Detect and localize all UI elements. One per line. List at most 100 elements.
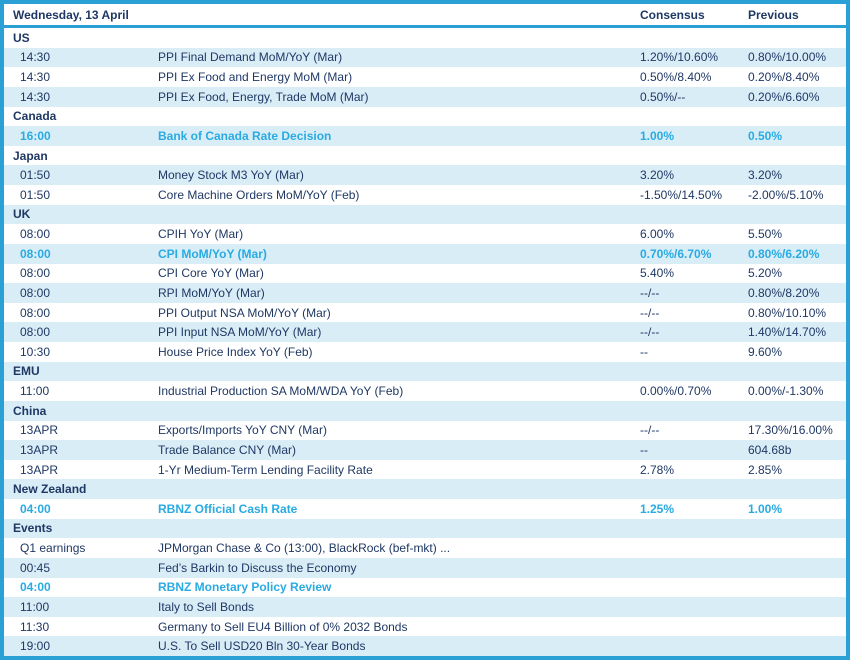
- table-row: 14:30 PPI Ex Food and Energy MoM (Mar) 0…: [4, 67, 846, 87]
- consensus-value: --/--: [640, 285, 660, 300]
- event-time: 14:30: [20, 89, 51, 104]
- event-time: 11:00: [20, 384, 50, 399]
- event-time: 13APR: [20, 442, 59, 457]
- section-header-row: UK: [4, 204, 846, 225]
- event-time: 08:00: [20, 246, 51, 261]
- event-name: RBNZ Official Cash Rate: [158, 501, 298, 516]
- table-row: 04:00 RBNZ Monetary Policy Review: [4, 577, 846, 598]
- section-header-row: China: [4, 400, 846, 421]
- previous-value: 2.85%: [748, 462, 783, 477]
- event-time: Q1 earnings: [20, 541, 86, 556]
- previous-value: 0.80%/8.20%: [748, 285, 820, 300]
- previous-value: 0.00%/-1.30%: [748, 384, 824, 399]
- section-header-row: Events: [4, 518, 846, 539]
- table-row: 14:30 PPI Final Demand MoM/YoY (Mar) 1.2…: [4, 47, 846, 68]
- consensus-value: --/--: [640, 305, 660, 320]
- consensus-value: 1.25%: [640, 501, 675, 516]
- event-name: PPI Ex Food, Energy, Trade MoM (Mar): [158, 89, 369, 104]
- previous-value: 3.20%: [748, 168, 783, 183]
- previous-value: 5.50%: [748, 227, 783, 242]
- event-time: 08:00: [20, 305, 51, 320]
- table-row: 00:45 Fed’s Barkin to Discuss the Econom…: [4, 557, 846, 578]
- section-label: New Zealand: [13, 482, 87, 497]
- event-name: Industrial Production SA MoM/WDA YoY (Fe…: [158, 384, 404, 399]
- consensus-value: 1.20%/10.60%: [640, 50, 719, 65]
- event-time: 14:30: [20, 70, 51, 85]
- consensus-value: 6.00%: [640, 227, 675, 242]
- consensus-value: --/--: [640, 423, 660, 438]
- consensus-value: -1.50%/14.50%: [640, 187, 723, 202]
- event-name: PPI Ex Food and Energy MoM (Mar): [158, 70, 353, 85]
- section-label: Events: [13, 521, 53, 536]
- event-name: Money Stock M3 YoY (Mar): [158, 168, 304, 183]
- event-time: 10:30: [20, 344, 51, 359]
- table-row: 11:00 Industrial Production SA MoM/WDA Y…: [4, 381, 846, 401]
- table-row: 04:00 RBNZ Official Cash Rate 1.25% 1.00…: [4, 499, 846, 519]
- section-label: Japan: [13, 148, 48, 163]
- previous-value: 9.60%: [748, 344, 783, 359]
- header-separator-line: [4, 25, 846, 28]
- event-name: CPI MoM/YoY (Mar): [158, 246, 267, 261]
- previous-value: 0.80%/10.00%: [748, 50, 827, 65]
- event-time: 08:00: [20, 227, 51, 242]
- consensus-value: 0.50%/8.40%: [640, 70, 712, 85]
- table-header-row: Wednesday, 13 April Consensus Previous: [4, 4, 846, 25]
- previous-value: 0.20%/8.40%: [748, 70, 820, 85]
- event-name: JPMorgan Chase & Co (13:00), BlackRock (…: [158, 541, 451, 556]
- section-label: China: [13, 403, 47, 418]
- consensus-value: 0.00%/0.70%: [640, 384, 712, 399]
- table-row: 01:50 Money Stock M3 YoY (Mar) 3.20% 3.2…: [4, 165, 846, 185]
- event-name: Exports/Imports YoY CNY (Mar): [158, 423, 327, 438]
- section-label: UK: [13, 207, 31, 222]
- consensus-column-header: Consensus: [640, 7, 705, 22]
- previous-value: 1.40%/14.70%: [748, 325, 827, 340]
- consensus-value: 3.20%: [640, 168, 675, 183]
- previous-value: 5.20%: [748, 266, 783, 281]
- event-name: CPIH YoY (Mar): [158, 227, 244, 242]
- previous-value: 17.30%/16.00%: [748, 423, 833, 438]
- previous-value: 0.20%/6.60%: [748, 89, 820, 104]
- previous-value: 0.80%/10.10%: [748, 305, 827, 320]
- consensus-value: 1.00%: [640, 128, 675, 143]
- event-name: Core Machine Orders MoM/YoY (Feb): [158, 187, 360, 202]
- event-time: 00:45: [20, 560, 51, 575]
- event-time: 01:50: [20, 187, 51, 202]
- event-name: Trade Balance CNY (Mar): [158, 442, 297, 457]
- table-row: 10:30 House Price Index YoY (Feb) -- 9.6…: [4, 342, 846, 362]
- previous-value: 0.50%: [748, 128, 783, 143]
- table-row: 08:00 RPI MoM/YoY (Mar) --/-- 0.80%/8.20…: [4, 283, 846, 303]
- table-row: 14:30 PPI Ex Food, Energy, Trade MoM (Ma…: [4, 86, 846, 107]
- table-body: US 14:30 PPI Final Demand MoM/YoY (Mar) …: [4, 28, 846, 656]
- table-row: 08:00 PPI Input NSA MoM/YoY (Mar) --/-- …: [4, 322, 846, 342]
- event-time: 19:00: [20, 639, 51, 654]
- event-name: 1-Yr Medium-Term Lending Facility Rate: [158, 462, 373, 477]
- section-header-row: EMU: [4, 361, 846, 382]
- table-row: 08:00 PPI Output NSA MoM/YoY (Mar) --/--…: [4, 302, 846, 323]
- table-row: 11:00 Italy to Sell Bonds: [4, 597, 846, 617]
- event-time: 08:00: [20, 285, 51, 300]
- event-name: RPI MoM/YoY (Mar): [158, 285, 265, 300]
- event-name: House Price Index YoY (Feb): [158, 344, 313, 359]
- event-time: 08:00: [20, 266, 51, 281]
- event-time: 11:00: [20, 599, 50, 614]
- consensus-value: --: [640, 442, 648, 457]
- table-row: 01:50 Core Machine Orders MoM/YoY (Feb) …: [4, 185, 846, 205]
- table-row: 08:00 CPI Core YoY (Mar) 5.40% 5.20%: [4, 263, 846, 284]
- event-name: RBNZ Monetary Policy Review: [158, 580, 332, 595]
- table-row: 13APR 1-Yr Medium-Term Lending Facility …: [4, 459, 846, 480]
- previous-column-header: Previous: [748, 7, 799, 22]
- event-time: 04:00: [20, 580, 51, 595]
- previous-value: -2.00%/5.10%: [748, 187, 824, 202]
- event-time: 13APR: [20, 462, 59, 477]
- consensus-value: --: [640, 344, 648, 359]
- table-row: 16:00 Bank of Canada Rate Decision 1.00%…: [4, 126, 846, 146]
- table-row: 19:00 U.S. To Sell USD20 Bln 30-Year Bon…: [4, 636, 846, 656]
- event-time: 16:00: [20, 128, 51, 143]
- section-header-row: Japan: [4, 145, 846, 166]
- event-name: CPI Core YoY (Mar): [158, 266, 264, 281]
- event-name: Bank of Canada Rate Decision: [158, 128, 332, 143]
- table-row: Q1 earnings JPMorgan Chase & Co (13:00),…: [4, 538, 846, 558]
- section-label: EMU: [13, 364, 40, 379]
- section-header-row: US: [4, 28, 846, 48]
- table-row: 13APR Exports/Imports YoY CNY (Mar) --/-…: [4, 420, 846, 441]
